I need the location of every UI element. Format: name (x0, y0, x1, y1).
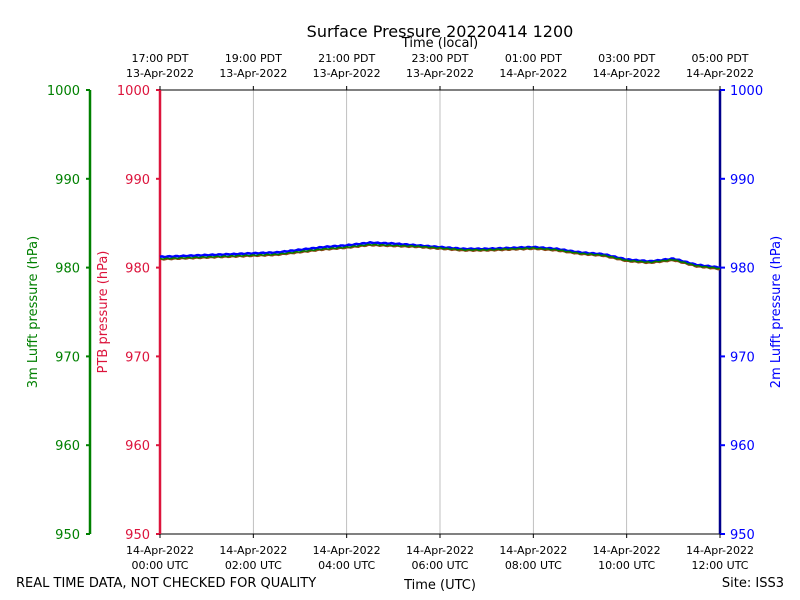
xtick-bottom-time: 04:00 UTC (318, 559, 375, 572)
ytick-label-outer: 960 (55, 439, 80, 454)
xtick-bottom-date: 14-Apr-2022 (126, 544, 194, 557)
xtick-bottom-time: 08:00 UTC (505, 559, 562, 572)
xtick-bottom-date: 14-Apr-2022 (499, 544, 567, 557)
ytick-label-right: 990 (730, 173, 755, 188)
xtick-bottom-date: 14-Apr-2022 (313, 544, 381, 557)
ytick-label-right: 1000 (730, 84, 763, 99)
ytick-label-inner: 990 (125, 173, 150, 188)
site-label: Site: ISS3 (721, 576, 784, 591)
xlabel-utc: Time (UTC) (403, 578, 476, 593)
xtick-top-date: 13-Apr-2022 (313, 67, 381, 80)
quality-note: REAL TIME DATA, NOT CHECKED FOR QUALITY (16, 576, 317, 591)
xtick-bottom-time: 02:00 UTC (225, 559, 282, 572)
ylabel-ptb: PTB pressure (hPa) (96, 251, 111, 374)
ytick-label-inner: 980 (125, 262, 150, 277)
xtick-bottom-time: 00:00 UTC (131, 559, 188, 572)
ytick-label-right: 970 (730, 350, 755, 365)
ytick-label-right: 960 (730, 439, 755, 454)
ytick-label-outer: 990 (55, 173, 80, 188)
xtick-bottom-date: 14-Apr-2022 (593, 544, 661, 557)
ytick-label-outer: 970 (55, 350, 80, 365)
xtick-top-date: 13-Apr-2022 (126, 67, 194, 80)
ytick-label-right: 980 (730, 262, 755, 277)
xtick-top-date: 14-Apr-2022 (686, 67, 754, 80)
xtick-bottom-date: 14-Apr-2022 (219, 544, 287, 557)
xtick-top-date: 13-Apr-2022 (219, 67, 287, 80)
xtick-top-date: 13-Apr-2022 (406, 67, 474, 80)
xtick-bottom-time: 10:00 UTC (598, 559, 655, 572)
xtick-top-time: 17:00 PDT (131, 52, 188, 65)
ylabel-2m-lufft: 2m Lufft pressure (hPa) (769, 236, 784, 388)
ytick-label-outer: 980 (55, 262, 80, 277)
xtick-top-time: 03:00 PDT (598, 52, 655, 65)
xtick-top-date: 14-Apr-2022 (499, 67, 567, 80)
xtick-top-time: 19:00 PDT (225, 52, 282, 65)
ytick-label-inner: 1000 (117, 84, 150, 99)
xtick-top-date: 14-Apr-2022 (593, 67, 661, 80)
xtick-top-time: 21:00 PDT (318, 52, 375, 65)
ytick-label-outer: 950 (55, 528, 80, 543)
series-line-ptb (159, 244, 721, 271)
xtick-bottom-time: 06:00 UTC (411, 559, 468, 572)
chart-title: Surface Pressure 20220414 1200 (307, 22, 574, 41)
xtick-top-time: 05:00 PDT (691, 52, 748, 65)
xtick-top-time: 01:00 PDT (505, 52, 562, 65)
ytick-label-inner: 950 (125, 528, 150, 543)
xlabel-local: Time (local) (401, 36, 478, 51)
ytick-label-inner: 960 (125, 439, 150, 454)
series-line-3m-lufft (159, 243, 721, 270)
ytick-label-right: 950 (730, 528, 755, 543)
xtick-top-time: 23:00 PDT (411, 52, 468, 65)
xtick-bottom-date: 14-Apr-2022 (406, 544, 474, 557)
ytick-label-outer: 1000 (47, 84, 80, 99)
xtick-bottom-date: 14-Apr-2022 (686, 544, 754, 557)
ylabel-3m-lufft: 3m Lufft pressure (hPa) (26, 236, 41, 388)
ytick-label-inner: 970 (125, 350, 150, 365)
xtick-bottom-time: 12:00 UTC (691, 559, 748, 572)
